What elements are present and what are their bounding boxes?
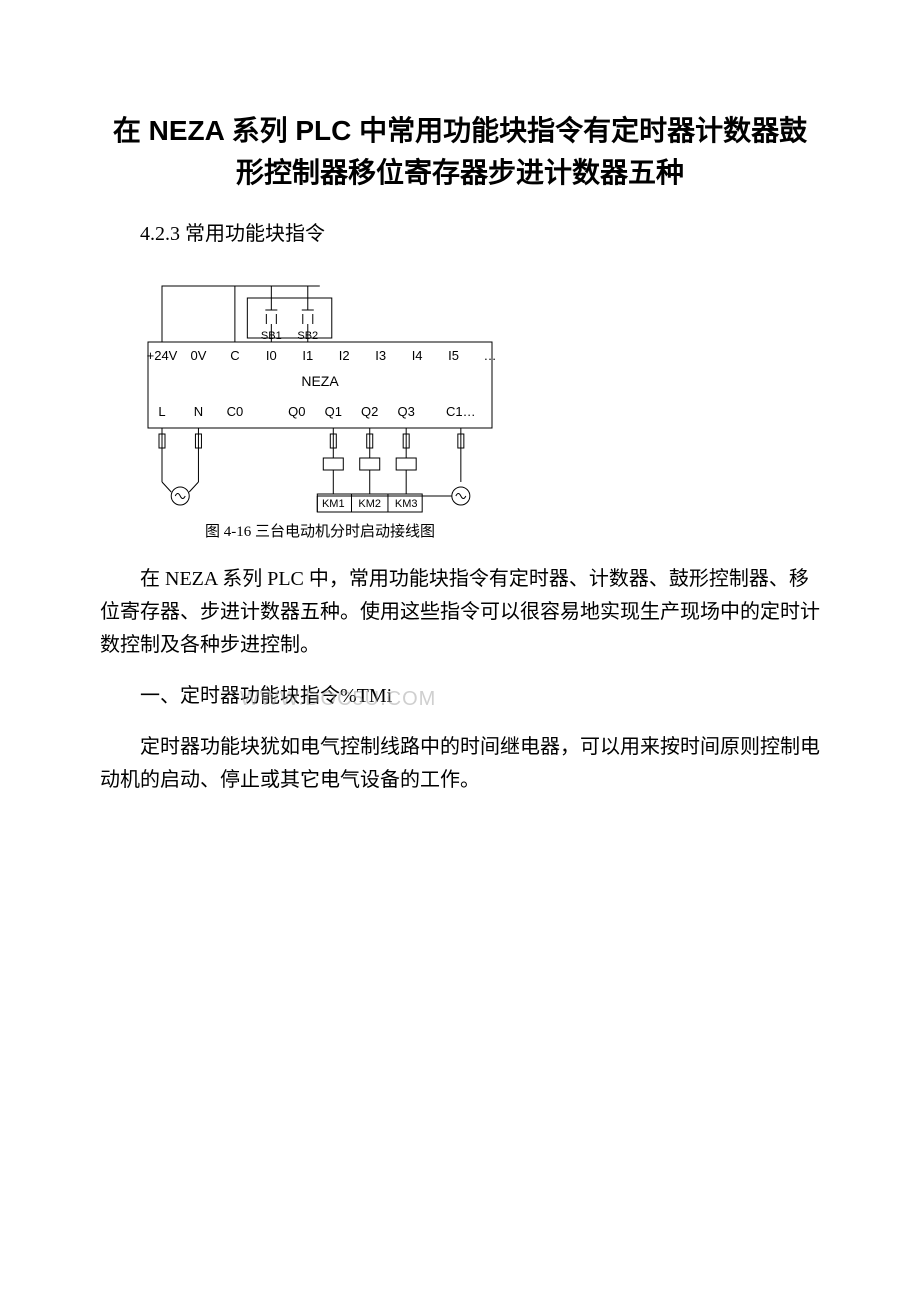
svg-text:Q3: Q3	[398, 404, 415, 419]
svg-text:…: …	[484, 348, 497, 363]
svg-text:SB1: SB1	[261, 330, 282, 342]
svg-text:+24V: +24V	[147, 348, 178, 363]
paragraph-1: 在 NEZA 系列 PLC 中，常用功能块指令有定时器、计数器、鼓形控制器、移位…	[100, 563, 820, 662]
svg-text:Q2: Q2	[361, 404, 378, 419]
svg-text:I2: I2	[339, 348, 350, 363]
svg-text:I3: I3	[375, 348, 386, 363]
svg-text:C1…: C1…	[446, 404, 476, 419]
diagram-caption: 图 4-16 三台电动机分时启动接线图	[140, 520, 500, 541]
svg-text:N: N	[194, 404, 203, 419]
svg-text:I5: I5	[448, 348, 459, 363]
document-title: 在 NEZA 系列 PLC 中常用功能块指令有定时器计数器鼓形控制器移位寄存器步…	[100, 110, 820, 194]
wiring-diagram: +24V 0V C I0 I1 I2 I3 I4 I5 … NEZA L N C0 Q0 Q1 Q2 Q3 C1… S…	[140, 268, 500, 514]
svg-text:SB2: SB2	[297, 330, 318, 342]
section-heading: 4.2.3 常用功能块指令	[100, 218, 820, 250]
svg-text:KM1: KM1	[322, 498, 345, 510]
svg-text:KM3: KM3	[395, 498, 418, 510]
svg-text:KM2: KM2	[358, 498, 381, 510]
svg-text:I4: I4	[412, 348, 423, 363]
svg-text:0V: 0V	[190, 348, 206, 363]
svg-text:Q0: Q0	[288, 404, 305, 419]
svg-text:C0: C0	[227, 404, 244, 419]
svg-text:NEZA: NEZA	[301, 373, 339, 389]
svg-text:L: L	[158, 404, 165, 419]
svg-text:I1: I1	[302, 348, 313, 363]
svg-text:C: C	[230, 348, 239, 363]
wiring-diagram-svg: +24V 0V C I0 I1 I2 I3 I4 I5 … NEZA L N C0 Q0 Q1 Q2 Q3 C1… S…	[140, 268, 500, 514]
paragraph-3: 定时器功能块犹如电气控制线路中的时间继电器，可以用来按时间原则控制电动机的启动、…	[100, 731, 820, 797]
svg-text:I0: I0	[266, 348, 277, 363]
paragraph-2: 一、定时器功能块指令%TMi	[100, 680, 820, 713]
svg-text:Q1: Q1	[325, 404, 342, 419]
